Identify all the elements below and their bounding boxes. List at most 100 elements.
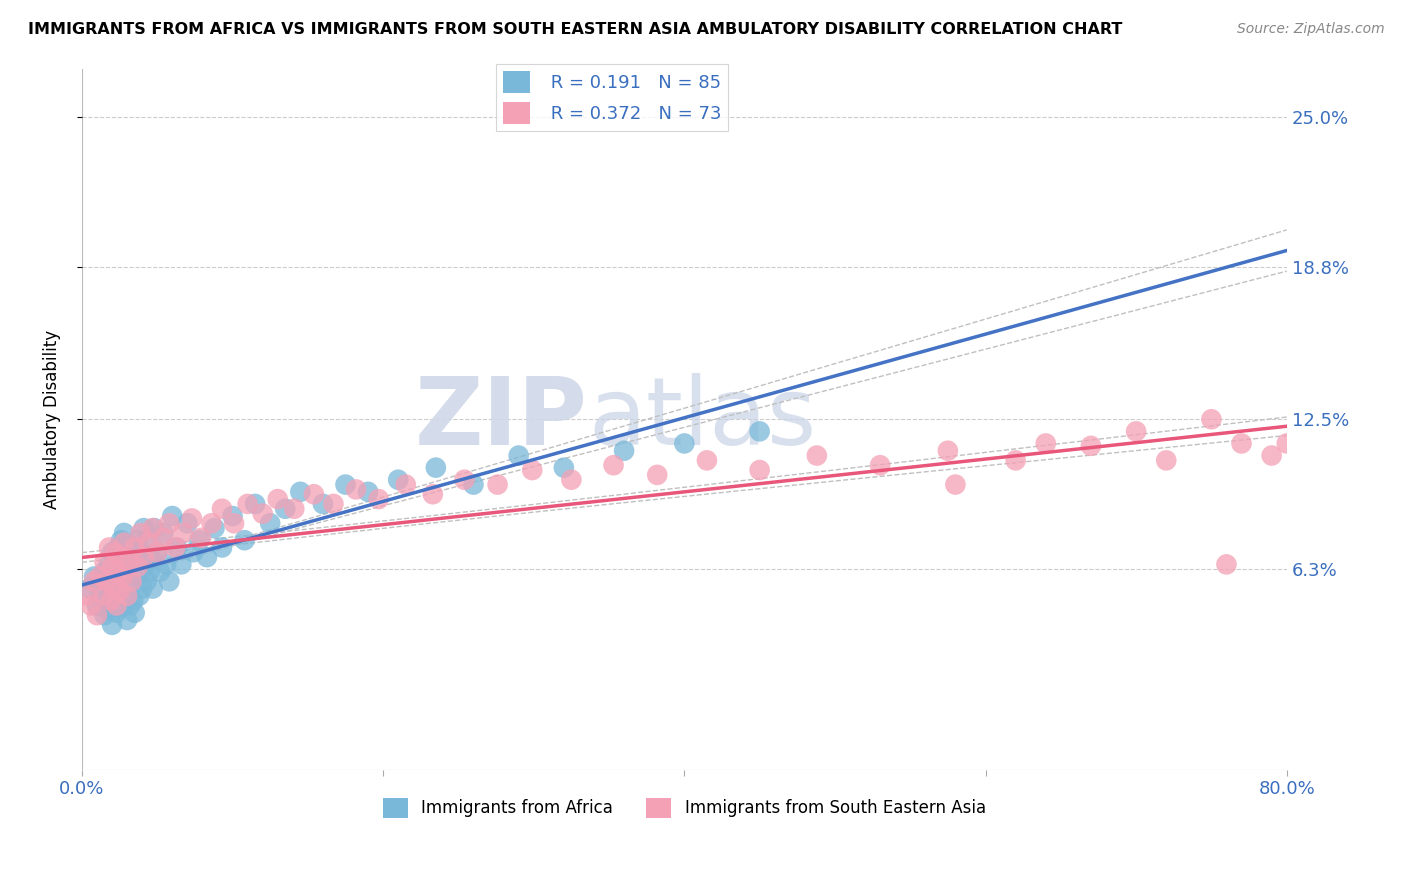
Point xyxy=(115,613,138,627)
Point xyxy=(673,436,696,450)
Point xyxy=(149,565,172,579)
Point xyxy=(131,582,153,596)
Point xyxy=(1201,412,1223,426)
Point xyxy=(252,507,274,521)
Point xyxy=(132,550,155,565)
Point xyxy=(112,535,135,549)
Point xyxy=(83,574,105,589)
Point xyxy=(110,533,132,548)
Point xyxy=(157,574,180,589)
Point xyxy=(111,599,134,613)
Point xyxy=(645,467,668,482)
Y-axis label: Ambulatory Disability: Ambulatory Disability xyxy=(44,330,60,508)
Point xyxy=(180,511,202,525)
Point xyxy=(335,477,357,491)
Point xyxy=(104,550,127,565)
Point xyxy=(115,550,138,565)
Point xyxy=(120,558,142,572)
Point xyxy=(107,589,129,603)
Point xyxy=(157,516,180,531)
Point xyxy=(152,525,174,540)
Point xyxy=(117,538,139,552)
Point xyxy=(211,501,233,516)
Point xyxy=(86,608,108,623)
Point xyxy=(259,516,281,531)
Point xyxy=(243,497,266,511)
Point xyxy=(211,541,233,555)
Point xyxy=(302,487,325,501)
Point xyxy=(89,569,111,583)
Point xyxy=(221,508,243,523)
Point xyxy=(111,569,134,583)
Point xyxy=(1215,558,1237,572)
Point xyxy=(129,565,152,579)
Point xyxy=(105,599,128,613)
Point xyxy=(142,582,165,596)
Point xyxy=(128,589,150,603)
Text: Source: ZipAtlas.com: Source: ZipAtlas.com xyxy=(1237,22,1385,37)
Point xyxy=(127,533,149,548)
Point xyxy=(101,618,124,632)
Point xyxy=(143,521,166,535)
Point xyxy=(283,501,305,516)
Point xyxy=(1035,436,1057,450)
Point xyxy=(422,487,444,501)
Point xyxy=(1260,449,1282,463)
Point xyxy=(111,552,134,566)
Point xyxy=(100,593,122,607)
Point xyxy=(172,525,194,540)
Point xyxy=(344,483,367,497)
Point xyxy=(101,559,124,574)
Point xyxy=(152,531,174,545)
Point xyxy=(124,550,146,565)
Point xyxy=(162,508,184,523)
Point xyxy=(945,477,967,491)
Point xyxy=(1080,439,1102,453)
Point xyxy=(98,558,121,572)
Point xyxy=(463,477,485,491)
Point xyxy=(190,531,212,545)
Point xyxy=(122,541,145,555)
Point xyxy=(93,565,115,579)
Point xyxy=(142,521,165,535)
Point xyxy=(486,477,509,491)
Point xyxy=(108,601,131,615)
Point xyxy=(98,603,121,617)
Point xyxy=(115,589,138,603)
Point xyxy=(166,541,188,555)
Point xyxy=(91,574,114,589)
Point xyxy=(1125,425,1147,439)
Point xyxy=(748,463,770,477)
Point xyxy=(453,473,475,487)
Point xyxy=(236,497,259,511)
Point xyxy=(1004,453,1026,467)
Point xyxy=(121,574,143,589)
Point xyxy=(112,574,135,589)
Point xyxy=(121,574,143,589)
Point xyxy=(91,589,114,603)
Point xyxy=(395,477,418,491)
Point xyxy=(100,582,122,596)
Point xyxy=(112,525,135,540)
Point xyxy=(748,425,770,439)
Point xyxy=(146,545,169,559)
Point xyxy=(93,555,115,569)
Point xyxy=(1154,453,1177,467)
Point xyxy=(105,565,128,579)
Point xyxy=(222,516,245,531)
Point xyxy=(553,460,575,475)
Point xyxy=(129,525,152,540)
Point xyxy=(195,550,218,565)
Point xyxy=(165,541,187,555)
Point xyxy=(200,516,222,531)
Point xyxy=(120,599,142,613)
Point xyxy=(135,574,157,589)
Point xyxy=(176,516,198,531)
Point xyxy=(233,533,256,548)
Legend: Immigrants from Africa, Immigrants from South Eastern Asia: Immigrants from Africa, Immigrants from … xyxy=(377,791,993,825)
Point xyxy=(936,443,959,458)
Point xyxy=(869,458,891,473)
Point xyxy=(522,463,544,477)
Point xyxy=(1230,436,1253,450)
Point xyxy=(806,449,828,463)
